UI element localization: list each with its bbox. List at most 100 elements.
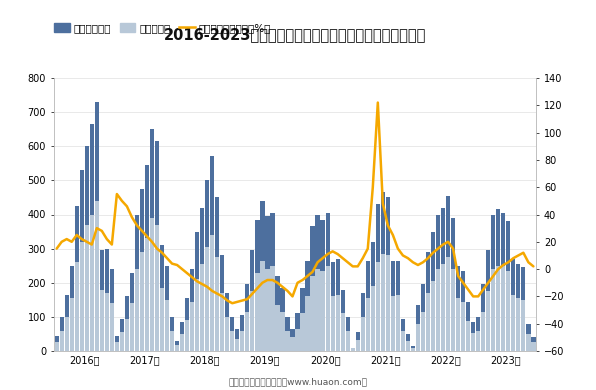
Bar bbox=[375, 204, 380, 351]
Legend: 房地产投资额, 住宅投资额, 房地产投资额增速（%）: 房地产投资额, 住宅投资额, 房地产投资额增速（%） bbox=[54, 23, 271, 33]
Bar bbox=[165, 266, 169, 351]
Bar bbox=[501, 213, 505, 351]
Bar bbox=[130, 303, 134, 351]
Bar bbox=[346, 317, 350, 351]
Bar bbox=[240, 315, 244, 351]
Bar bbox=[210, 156, 215, 351]
Bar bbox=[265, 216, 269, 351]
房地产投资额增速（%） bbox=[119, 199, 126, 203]
Bar bbox=[280, 288, 285, 351]
Bar bbox=[95, 201, 99, 351]
Bar bbox=[235, 329, 240, 351]
Bar bbox=[296, 314, 300, 351]
Bar bbox=[271, 266, 275, 351]
Bar bbox=[366, 261, 370, 351]
Bar bbox=[60, 331, 64, 351]
Bar bbox=[361, 293, 365, 351]
Bar bbox=[416, 305, 420, 351]
Bar bbox=[120, 332, 124, 351]
Bar bbox=[225, 317, 229, 351]
Bar bbox=[526, 324, 530, 351]
Bar bbox=[285, 317, 290, 351]
Bar bbox=[411, 347, 415, 351]
Bar bbox=[446, 196, 450, 351]
Bar bbox=[386, 197, 390, 351]
Bar bbox=[110, 269, 114, 351]
Bar bbox=[391, 261, 395, 351]
Bar bbox=[516, 298, 520, 351]
Bar bbox=[411, 346, 415, 351]
Bar bbox=[125, 319, 129, 351]
房地产投资额增速（%） bbox=[53, 246, 60, 251]
Bar bbox=[491, 215, 495, 351]
Bar bbox=[190, 301, 194, 351]
Bar bbox=[356, 340, 360, 351]
Bar bbox=[285, 331, 290, 351]
Bar bbox=[421, 312, 425, 351]
Bar bbox=[245, 284, 250, 351]
房地产投资额增速（%） bbox=[229, 301, 236, 306]
Bar bbox=[321, 220, 325, 351]
Bar bbox=[522, 300, 526, 351]
Bar bbox=[511, 295, 516, 351]
Bar bbox=[436, 215, 440, 351]
Bar bbox=[225, 293, 229, 351]
Bar bbox=[80, 170, 84, 351]
Bar bbox=[140, 189, 144, 351]
Bar bbox=[446, 257, 450, 351]
Bar bbox=[195, 232, 199, 351]
Bar bbox=[321, 271, 325, 351]
Bar bbox=[366, 298, 370, 351]
Bar bbox=[170, 331, 174, 351]
Bar bbox=[89, 124, 94, 351]
Bar bbox=[200, 264, 204, 351]
Bar bbox=[54, 342, 59, 351]
Bar bbox=[110, 303, 114, 351]
Bar bbox=[180, 322, 184, 351]
Bar bbox=[64, 295, 69, 351]
Bar bbox=[180, 334, 184, 351]
Bar bbox=[506, 271, 510, 351]
Bar bbox=[74, 206, 79, 351]
Bar bbox=[120, 319, 124, 351]
Bar bbox=[526, 334, 530, 351]
Bar bbox=[481, 284, 485, 351]
Bar bbox=[511, 259, 516, 351]
Bar bbox=[245, 312, 250, 351]
Bar bbox=[185, 320, 190, 351]
Bar bbox=[401, 331, 405, 351]
Bar bbox=[70, 298, 74, 351]
Bar bbox=[215, 197, 219, 351]
Bar bbox=[461, 301, 465, 351]
Bar bbox=[250, 250, 254, 351]
Bar bbox=[340, 289, 345, 351]
Bar bbox=[240, 331, 244, 351]
Bar bbox=[235, 339, 240, 351]
Bar bbox=[275, 276, 280, 351]
Bar bbox=[80, 242, 84, 351]
Bar bbox=[441, 264, 445, 351]
Bar bbox=[200, 207, 204, 351]
Bar bbox=[451, 218, 455, 351]
Bar bbox=[421, 284, 425, 351]
Title: 2016-2023年宁夏回族自治区房地产投资额及住宅投资额: 2016-2023年宁夏回族自治区房地产投资额及住宅投资额 bbox=[164, 27, 426, 42]
Bar bbox=[486, 250, 491, 351]
Bar bbox=[336, 259, 340, 351]
Bar bbox=[250, 291, 254, 351]
Bar bbox=[271, 213, 275, 351]
Bar bbox=[54, 336, 59, 351]
Bar bbox=[85, 225, 89, 351]
Bar bbox=[386, 255, 390, 351]
Bar bbox=[476, 317, 480, 351]
Bar bbox=[205, 180, 209, 351]
Bar bbox=[506, 221, 510, 351]
房地产投资额增速（%） bbox=[374, 100, 381, 105]
Bar bbox=[331, 262, 335, 351]
Bar bbox=[396, 295, 400, 351]
Bar bbox=[105, 293, 109, 351]
Bar bbox=[260, 201, 265, 351]
Bar bbox=[516, 264, 520, 351]
Bar bbox=[496, 266, 501, 351]
Bar bbox=[406, 341, 410, 351]
Bar bbox=[296, 329, 300, 351]
